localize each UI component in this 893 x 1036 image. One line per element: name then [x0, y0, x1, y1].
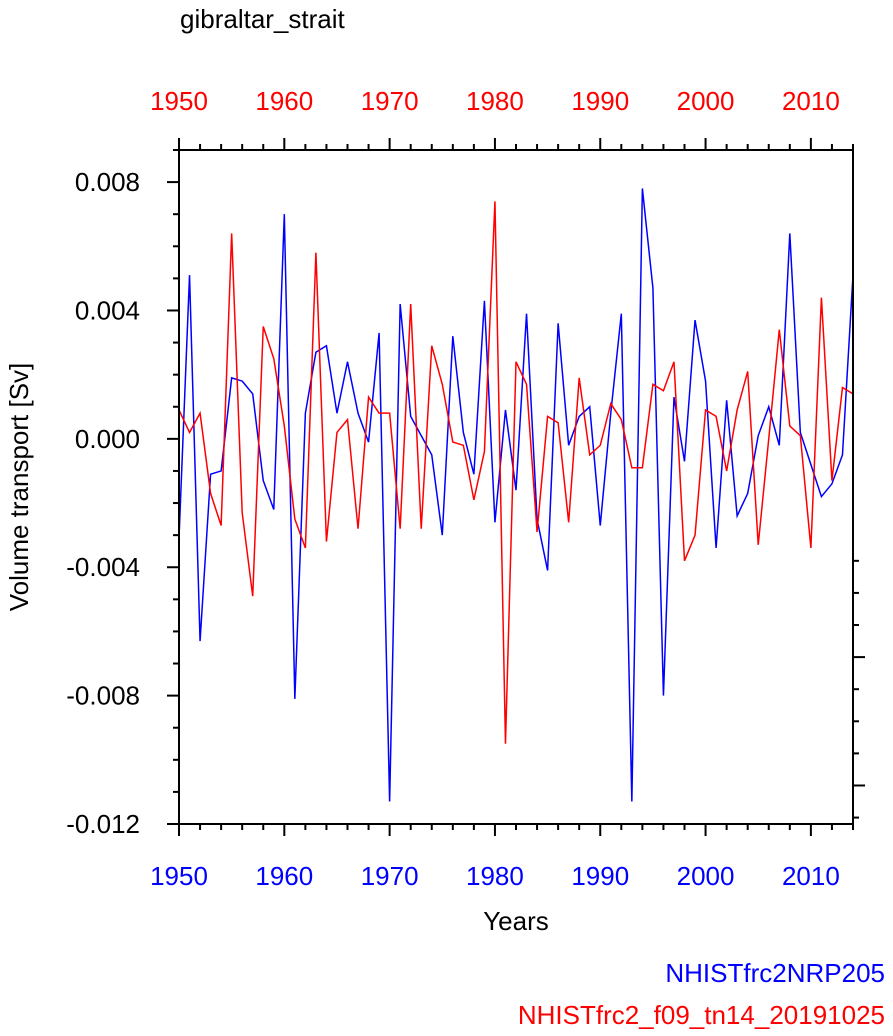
y-tick-label: 0.008: [75, 167, 140, 197]
plot-lines: [179, 188, 853, 802]
x-tick-label-top: 1950: [150, 86, 208, 116]
x-tick-label-top: 1980: [466, 86, 524, 116]
x-tick-label-bottom: 1960: [255, 861, 313, 891]
x-tick-label-top: 1970: [361, 86, 419, 116]
series-line-1: [179, 188, 853, 802]
axis-tick-labels: 1950 1960 1970 1980 1990 2000 2010 1950 1960 1970…: [66, 86, 840, 891]
series-line-2: [179, 201, 853, 744]
chart-title: gibraltar_strait: [180, 4, 346, 34]
y-axis-label: Volume transport [Sv]: [4, 363, 34, 612]
x-tick-label-top: 2010: [782, 86, 840, 116]
x-tick-label-top: 1960: [255, 86, 313, 116]
x-axis-label: Years: [483, 906, 549, 936]
legend-entry-red: NHISTfrc2_f09_tn14_20191025: [517, 1000, 885, 1030]
y-tick-label: -0.008: [66, 681, 140, 711]
x-tick-label-bottom: 1970: [361, 861, 419, 891]
x-tick-label-bottom: 1990: [571, 861, 629, 891]
x-tick-label-bottom: 2000: [677, 861, 735, 891]
x-tick-label-top: 2000: [677, 86, 735, 116]
axis-ticks: [167, 138, 865, 836]
y-tick-label: 0.000: [75, 424, 140, 454]
y-tick-label: -0.012: [66, 809, 140, 839]
y-tick-label: 0.004: [75, 295, 140, 325]
x-tick-label-bottom: 1950: [150, 861, 208, 891]
x-tick-label-top: 1990: [571, 86, 629, 116]
legend-entry-blue: NHISTfrc2NRP205: [665, 958, 885, 988]
x-tick-label-bottom: 2010: [782, 861, 840, 891]
x-tick-label-bottom: 1980: [466, 861, 524, 891]
y-tick-label: -0.004: [66, 552, 140, 582]
